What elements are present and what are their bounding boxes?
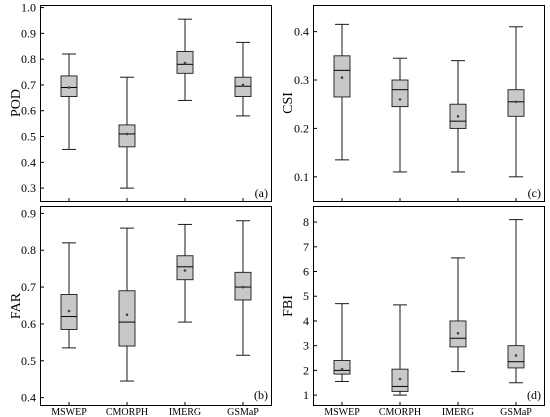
plot-frame [313,206,545,406]
plot-marks: 0.4 0.3 0.2 0.1 [294,23,525,201]
box-imerg [176,18,194,101]
box-mswep [333,23,351,161]
x-tick-label: GSMaP [227,407,259,417]
y-tick-label: 8 [303,215,309,229]
panel-tag: (a) [255,186,268,200]
plot-marks: 1.0 0.9 0.8 0.7 0.6 0.5 0.4 0.3 [21,1,252,201]
y-tick-label: 1 [303,388,309,402]
panel-fbi: 8 7 6 5 4 3 2 1 MSWEP CMORPH IMERG GSMaP FBI (d) [281,206,545,417]
x-tick-label: MSWEP [51,407,87,417]
plot-frame [40,5,272,202]
mean-marker [340,367,344,371]
y-axis-label: FAR [9,292,24,319]
y-tick-label: 0.5 [21,130,36,144]
y-tick-label: 0.4 [21,391,36,405]
iqr-box [176,255,194,281]
y-tick-label: 0.1 [294,170,309,184]
x-tick-label: MSWEP [324,407,360,417]
box-gsmap [507,26,525,178]
panel-tag: (d) [527,388,541,402]
x-tick-label: IMERG [442,407,474,417]
mean-marker [183,61,187,65]
iqr-box [333,360,351,375]
x-tick-label: CMORPH [379,407,421,417]
mean-marker [67,309,71,313]
y-tick-label: 0.2 [294,121,309,135]
box-imerg [176,223,194,323]
mean-marker [67,86,71,89]
y-tick-label: 0.8 [21,52,36,66]
y-tick-label: 0.4 [294,25,309,39]
iqr-box [234,76,252,98]
y-axis-label: FBI [281,295,296,317]
y-tick-label: 0.6 [21,104,36,118]
y-tick-label: 7 [303,240,309,254]
y-tick-label: 0.7 [21,280,36,294]
y-tick-label: 0.5 [21,354,36,368]
mean-marker [398,377,402,381]
box-mswep [333,303,351,383]
panel-tag: (b) [254,388,268,402]
mean-marker [241,285,245,289]
plot-marks: 8 7 6 5 4 3 2 1 MSWEP CMORPH IMERG GSMaP [303,215,532,417]
box-cmorph [391,57,409,173]
y-tick-label: 0.9 [21,206,36,220]
y-axis-label: CSI [281,92,296,114]
panel-tag: (c) [528,186,541,200]
y-tick-label: 0.4 [21,155,36,169]
y-tick-label: 6 [303,265,309,279]
iqr-box [118,290,136,347]
y-tick-label: 0.7 [21,78,36,92]
y-tick-label: 0.8 [21,243,36,257]
box-mswep [60,242,78,349]
y-tick-label: 1.0 [21,1,36,15]
panel-csi: 0.4 0.3 0.2 0.1 CSI (c) [281,5,545,202]
y-tick-label: 0.9 [21,26,36,40]
mean-marker [456,115,460,118]
y-tick-label: 0.3 [294,73,309,87]
box-cmorph [118,76,136,189]
iqr-box [118,124,136,148]
plot-marks: 0.9 0.8 0.7 0.6 0.5 0.4 MSWEP CMORPH IMERG GSMaP [21,206,259,417]
y-axis-label: POD [9,89,24,117]
mean-marker [183,269,187,272]
box-mswep [60,53,78,150]
box-gsmap [507,219,525,384]
x-tick-label: GSMaP [500,407,532,417]
box-gsmap [234,41,252,117]
plot-frame [40,206,272,406]
x-tick-label: IMERG [169,407,201,417]
mean-marker [456,332,460,335]
plot-frame [313,5,545,202]
mean-marker [514,354,518,357]
box-gsmap [234,220,252,356]
x-tick-label: CMORPH [106,407,148,417]
mean-marker [241,83,245,87]
box-cmorph [391,304,409,396]
mean-marker [125,313,129,317]
y-tick-label: 5 [303,289,309,303]
box-cmorph [118,227,136,382]
mean-marker [514,100,518,104]
mean-marker [398,98,402,101]
box-imerg [449,60,467,173]
mean-marker [340,76,344,79]
y-tick-label: 3 [303,339,309,353]
y-tick-label: 0.3 [21,181,36,195]
y-tick-label: 0.6 [21,317,36,331]
box-imerg [449,257,467,373]
panel-pod: 1.0 0.9 0.8 0.7 0.6 0.5 0.4 0.3 POD (a) [9,1,272,202]
y-tick-label: 2 [303,363,309,377]
iqr-box [391,79,409,108]
mean-marker [125,132,129,136]
y-tick-label: 4 [303,314,309,328]
